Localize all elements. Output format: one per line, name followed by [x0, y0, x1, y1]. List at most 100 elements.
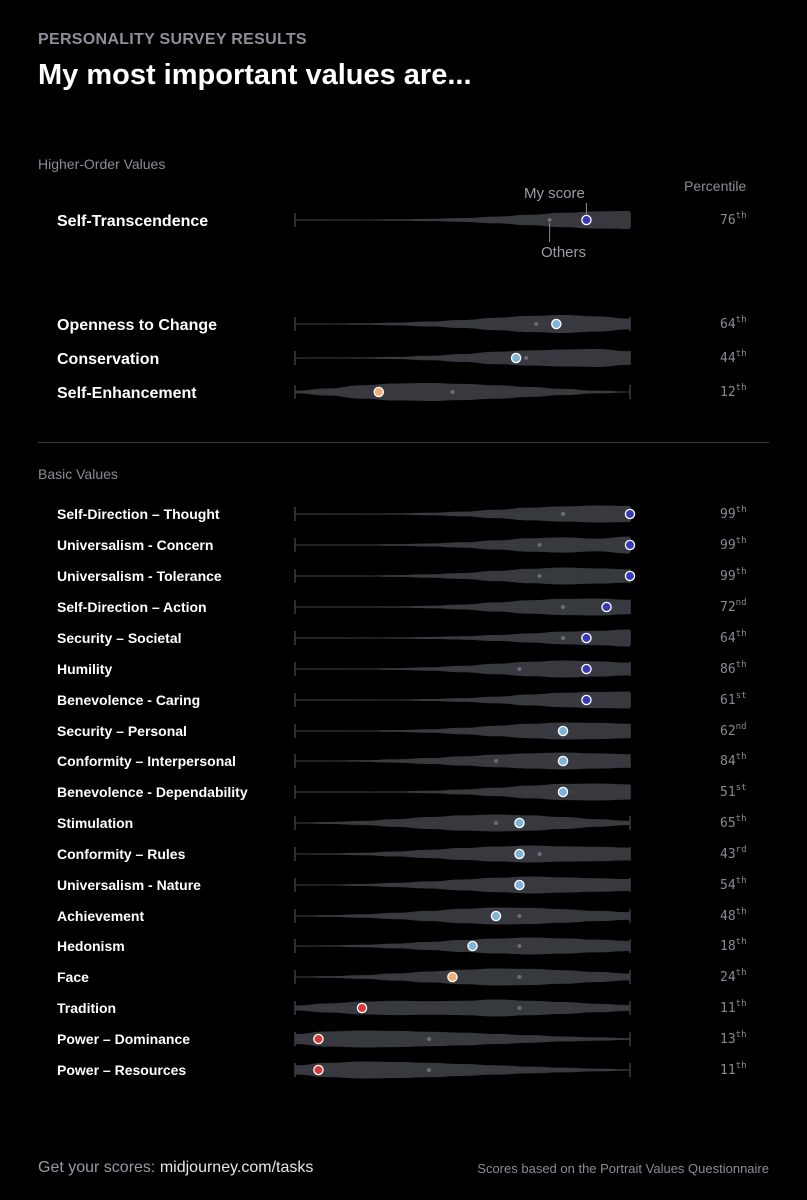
- row-self-direction-thought: Self-Direction – Thought 99th: [57, 505, 747, 523]
- violin-shape: [295, 876, 630, 894]
- percentile-value: 62nd: [720, 722, 747, 739]
- percentile-value: 61st: [720, 691, 747, 708]
- violin-shape: [295, 1061, 630, 1079]
- violin-shape: [295, 567, 630, 585]
- violin-shape: [295, 937, 630, 955]
- row-power-resources: Power – Resources 11th: [57, 1061, 747, 1079]
- footer-get-scores: Get your scores: midjourney.com/tasks: [38, 1159, 313, 1177]
- my-score-marker: [557, 725, 569, 737]
- violin-shape: [295, 349, 630, 367]
- violin-shape: [295, 814, 630, 832]
- my-score-marker: [514, 817, 525, 829]
- violin-shape: [295, 383, 630, 401]
- others-median-marker: [534, 322, 539, 326]
- row-label: Conformity – Interpersonal: [57, 753, 236, 769]
- row-label: Self-Direction – Action: [57, 599, 207, 615]
- violin-shape: [295, 968, 630, 986]
- percentile-header: Percentile: [684, 178, 747, 194]
- row-achievement: Achievement 48th: [57, 907, 747, 925]
- row-openness-to-change: Openness to Change 64th: [57, 315, 747, 334]
- percentile-value: 86th: [720, 660, 747, 677]
- row-label: Universalism - Tolerance: [57, 568, 222, 584]
- percentile-value: 99th: [720, 567, 747, 584]
- legend-others: Others: [541, 244, 587, 261]
- my-score-marker: [581, 694, 592, 706]
- others-median-marker: [517, 1006, 522, 1010]
- my-score-marker: [510, 352, 522, 364]
- row-label: Universalism - Concern: [57, 537, 213, 553]
- my-score-marker: [624, 539, 636, 551]
- row-security-societal: Security – Societal 64th: [57, 629, 747, 647]
- percentile-value: 51st: [720, 783, 747, 800]
- my-score-marker: [581, 632, 592, 644]
- others-median-marker: [517, 914, 522, 918]
- percentile-value: 64th: [720, 629, 747, 646]
- percentile-value: 76th: [720, 211, 747, 228]
- my-score-marker: [624, 508, 636, 520]
- violin-shape: [295, 315, 630, 333]
- row-label: Achievement: [57, 908, 144, 924]
- my-score-marker: [624, 570, 636, 582]
- percentile-value: 13th: [720, 1030, 747, 1047]
- my-score-marker: [490, 910, 502, 922]
- footer-source-note: Scores based on the Portrait Values Ques…: [477, 1161, 769, 1176]
- violin-shape: [295, 691, 630, 709]
- row-label: Benevolence - Dependability: [57, 784, 248, 800]
- violin-shape: [295, 505, 630, 523]
- percentile-value: 64th: [720, 315, 747, 332]
- my-score-marker: [467, 940, 478, 952]
- percentile-value: 44th: [720, 349, 747, 366]
- my-score-marker: [551, 318, 562, 330]
- row-label: Power – Dominance: [57, 1031, 190, 1047]
- others-median-marker: [427, 1037, 431, 1041]
- my-score-marker: [514, 879, 525, 891]
- others-median-marker: [524, 356, 529, 360]
- row-label: Openness to Change: [57, 317, 217, 334]
- row-label: Tradition: [57, 1000, 116, 1016]
- row-self-transcendence: Self-Transcendence 76th: [57, 211, 747, 230]
- others-median-marker: [450, 390, 455, 394]
- row-conformity-interpersonal: Conformity – Interpersonal 84th: [57, 752, 747, 770]
- violin-shape: [295, 845, 630, 863]
- footer-prefix: Get your scores:: [38, 1159, 160, 1176]
- others-median-marker: [537, 543, 542, 547]
- my-score-marker: [373, 386, 384, 398]
- percentile-value: 54th: [720, 876, 747, 893]
- row-universalism-concern: Universalism - Concern 99th: [57, 536, 747, 554]
- footer-link[interactable]: midjourney.com/tasks: [159, 1159, 314, 1176]
- percentile-value: 18th: [720, 937, 747, 954]
- row-label: Self-Direction – Thought: [57, 506, 220, 522]
- violin-shape: [295, 783, 630, 801]
- violin-shape: [295, 660, 630, 678]
- violin-shape: [295, 752, 630, 770]
- row-label: Universalism - Nature: [57, 877, 201, 893]
- row-label: Self-Enhancement: [57, 385, 197, 402]
- others-median-marker: [561, 605, 565, 609]
- percentile-value: 43rd: [720, 845, 747, 862]
- others-median-marker: [494, 759, 498, 763]
- row-universalism-nature: Universalism - Nature 54th: [57, 876, 747, 894]
- others-median-marker: [537, 574, 542, 578]
- my-score-marker: [601, 601, 612, 613]
- row-label: Security – Societal: [57, 630, 182, 646]
- page-title: My most important values are...: [38, 59, 472, 91]
- row-conformity-rules: Conformity – Rules 43rd: [57, 845, 747, 863]
- row-face: Face 24th: [57, 968, 747, 986]
- row-self-enhancement: Self-Enhancement 12th: [57, 383, 747, 402]
- row-humility: Humility 86th: [57, 660, 747, 678]
- others-median-marker: [427, 1068, 431, 1072]
- row-stimulation: Stimulation 65th: [57, 814, 747, 832]
- my-score-marker: [447, 971, 458, 983]
- percentile-value: 12th: [720, 383, 747, 400]
- my-score-marker: [557, 786, 569, 798]
- row-self-direction-action: Self-Direction – Action 72nd: [57, 598, 747, 616]
- violin-shape: [295, 629, 630, 647]
- others-median-marker: [537, 852, 542, 856]
- others-median-marker: [517, 944, 522, 948]
- row-label: Hedonism: [57, 938, 125, 954]
- page-kicker: PERSONALITY SURVEY RESULTS: [38, 31, 307, 48]
- percentile-value: 99th: [720, 536, 747, 553]
- row-label: Stimulation: [57, 815, 133, 831]
- percentile-value: 11th: [720, 999, 747, 1016]
